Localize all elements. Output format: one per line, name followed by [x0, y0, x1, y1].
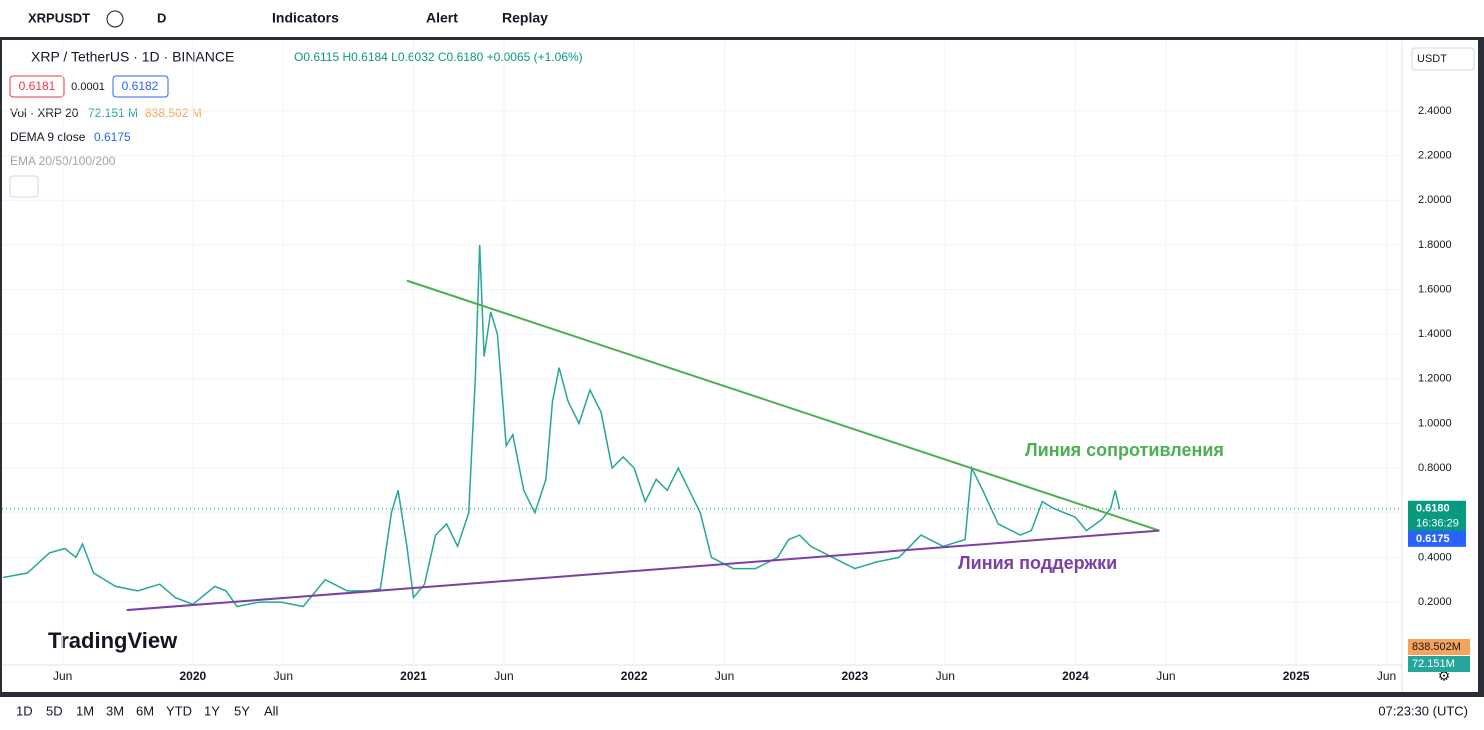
bid-box[interactable] — [9, 75, 65, 98]
alert-button[interactable]: Alert — [426, 10, 458, 26]
footer: 07:23:30 (UTC) 1D 5D 1M 3M 6M YTD 1Y 5Y All — [16, 703, 1468, 718]
legend: XRP / TetherUS · 1D · BINANCE O0.6115 H0… — [9, 47, 1475, 198]
volume-tag — [1408, 639, 1470, 655]
range-button[interactable]: 1Y — [204, 703, 220, 718]
legend-title: XRP / TetherUS · 1D · BINANCE — [31, 49, 234, 65]
trendline-label: Линия сопротивления — [1025, 440, 1224, 460]
y-tick-label: 0.8000 — [1418, 462, 1452, 474]
ask-box[interactable] — [112, 75, 169, 98]
y-tick-label: 1.0000 — [1418, 417, 1452, 429]
range-button[interactable]: 1M — [76, 703, 94, 718]
y-tick-label: 1.4000 — [1418, 328, 1452, 340]
countdown: 16:36:29 — [1416, 518, 1459, 530]
range-button[interactable]: 5Y — [234, 703, 250, 718]
x-tick-label: 2024 — [1062, 669, 1089, 683]
volume-tag-label: 72.151M — [1412, 658, 1455, 670]
x-tick-label: Jun — [1156, 669, 1175, 683]
range-button[interactable]: 3M — [106, 703, 124, 718]
x-tick-label: 2020 — [180, 669, 207, 683]
currency: USDT — [1417, 53, 1447, 65]
legend-ohlc: O0.6115 H0.6184 L0.6032 C0.6180 +0.0065 … — [294, 50, 583, 64]
volume-tag-label: 838.502M — [1412, 641, 1461, 653]
ask: 0.6182 — [122, 79, 159, 93]
x-tick-label: Jun — [715, 669, 734, 683]
range-button[interactable]: All — [264, 703, 279, 718]
x-tick-label: Jun — [53, 669, 72, 683]
y-tick-label: 0.2000 — [1418, 596, 1452, 608]
price-tag — [1408, 500, 1466, 533]
y-tick-label: 2.4000 — [1418, 105, 1452, 117]
collapse-button[interactable] — [9, 175, 39, 198]
x-tick-label: Jun — [494, 669, 513, 683]
trendline — [406, 279, 1160, 532]
dema-label: DEMA 9 close — [10, 130, 86, 144]
y-tick-label: 1.8000 — [1418, 239, 1452, 251]
trendline — [126, 529, 1160, 612]
y-tick-label: 2.2000 — [1418, 150, 1452, 162]
range-button[interactable]: YTD — [166, 703, 192, 718]
replay-button[interactable]: Replay — [502, 10, 548, 26]
volume-label: Vol · XRP 20 — [10, 106, 79, 120]
spread: 0.0001 — [71, 81, 105, 93]
range-button[interactable]: 1D — [16, 703, 33, 718]
y-tick-label: 0.4000 — [1418, 551, 1452, 563]
add-symbol[interactable] — [106, 10, 124, 28]
symbol[interactable]: XRPUSDT — [28, 10, 90, 25]
range-button[interactable]: 5D — [46, 703, 63, 718]
price-tag-label: 0.6175 — [1416, 533, 1450, 545]
volume-ma: 72.151 M — [88, 106, 138, 120]
price-line — [2, 244, 1121, 608]
volume-tag — [1408, 656, 1470, 672]
x-tick-label: 2022 — [621, 669, 648, 683]
indicators-button[interactable]: Indicators — [272, 10, 339, 26]
chart-panel — [2, 40, 1478, 692]
top-toolbar — [0, 0, 1484, 37]
bid: 0.6181 — [19, 79, 56, 93]
x-tick-label: Jun — [936, 669, 955, 683]
range-button[interactable]: 6M — [136, 703, 154, 718]
volume-value: 838.502 M — [145, 106, 202, 120]
price-tag-label: 0.6180 — [1416, 503, 1450, 515]
x-tick-label: 2023 — [841, 669, 868, 683]
dema-value: 0.6175 — [94, 130, 131, 144]
price-tag — [1408, 530, 1466, 547]
x-tick-label: Jun — [1377, 669, 1396, 683]
toolbar: XRPUSDT D Indicators Alert Replay — [28, 10, 548, 28]
x-tick-label: 2021 — [400, 669, 427, 683]
y-tick-label: 1.2000 — [1418, 373, 1452, 385]
brand-logo: TradingView — [48, 628, 178, 653]
y-tick-label: 1.6000 — [1418, 283, 1452, 295]
clock: 07:23:30 (UTC) — [1378, 703, 1468, 718]
x-tick-label: Jun — [274, 669, 293, 683]
x-tick-label: 2025 — [1283, 669, 1310, 683]
interval[interactable]: D — [157, 10, 166, 25]
bottom-toolbar — [0, 697, 1484, 730]
trendline-label: Линия поддержки — [958, 553, 1117, 573]
y-tick-label: 2.0000 — [1418, 194, 1452, 206]
currency-button[interactable] — [1411, 47, 1475, 71]
